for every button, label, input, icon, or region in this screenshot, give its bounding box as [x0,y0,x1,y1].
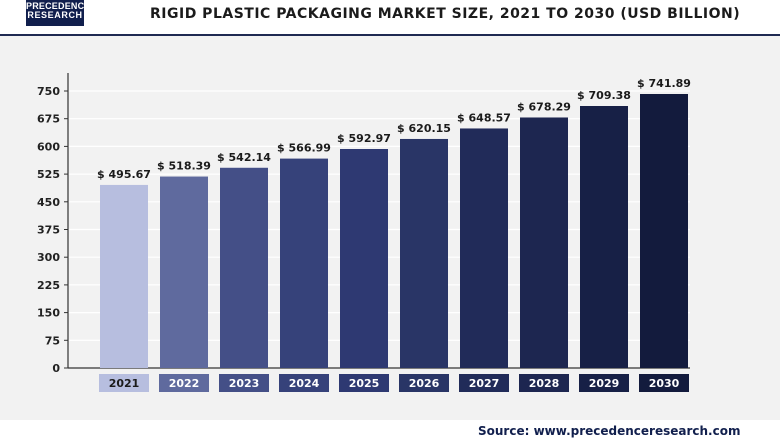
y-tick-label: 150 [37,307,60,320]
y-tick-label: 750 [37,85,60,98]
x-tick-label-2025: 2025 [349,377,380,390]
bar-2024 [280,158,328,368]
bar-2029 [580,106,628,368]
data-label-2025: $ 592.97 [337,132,391,145]
data-label-2024: $ 566.99 [277,142,331,155]
logo-line-2: RESEARCH [27,10,83,21]
x-tick-label-2027: 2027 [469,377,500,390]
x-label-box-2030 [639,374,689,392]
x-label-box-2023 [219,374,269,392]
chart-panel: 0 75 150 225 300 375 450 525 600 675 750 $ 495.67 20… [0,36,780,420]
data-label-2021: $ 495.67 [97,168,151,181]
bar-2027 [460,128,508,368]
bar-2028 [520,117,568,368]
x-tick-label-2022: 2022 [169,377,200,390]
brand-logo: PRECEDENCE RESEARCH [26,0,91,26]
x-tick-label-2021: 2021 [109,377,140,390]
bar-2021 [100,184,148,368]
y-tick-label: 450 [37,196,60,209]
bar-2030 [640,93,688,368]
logo-line-1: PRECEDENCE [26,1,91,11]
y-tick-label: 375 [37,224,60,237]
data-label-2028: $ 678.29 [517,100,571,113]
y-tick-label: 675 [37,113,60,126]
x-tick-label-2026: 2026 [409,377,440,390]
x-label-box-2027 [459,374,509,392]
data-label-2023: $ 542.14 [217,151,271,164]
data-label-2026: $ 620.15 [397,122,451,135]
data-label-2029: $ 709.38 [577,89,631,102]
chart-header: PRECEDENCE RESEARCH RIGID PLASTIC PACKAG… [0,0,780,36]
y-tick-label: 525 [37,168,60,181]
x-label-box-2022 [159,374,209,392]
y-tick-label: 75 [45,334,60,347]
chart-title: RIGID PLASTIC PACKAGING MARKET SIZE, 202… [150,6,741,22]
data-label-2027: $ 648.57 [457,111,511,124]
bar-2022 [160,176,208,368]
data-label-2022: $ 518.39 [157,160,211,173]
x-label-box-2025 [339,374,389,392]
y-tick-label: 600 [37,140,60,153]
x-label-box-2026 [399,374,449,392]
source-credit: Source: www.precedenceresearch.com [478,424,741,438]
x-tick-label-2029: 2029 [589,377,620,390]
x-label-box-2028 [519,374,569,392]
bar-2026 [400,138,448,368]
x-label-box-2029 [579,374,629,392]
x-label-box-2021 [99,374,149,392]
x-tick-label-2024: 2024 [289,377,320,390]
bar-2023 [220,167,268,368]
y-tick-label: 0 [52,362,60,375]
x-tick-label-2030: 2030 [649,377,680,390]
x-label-box-2024 [279,374,329,392]
data-label-2030: $ 741.89 [637,77,691,90]
bar-chart: 0 75 150 225 300 375 450 525 600 675 750 $ 495.67 20… [37,73,691,392]
y-tick-label: 225 [37,279,60,292]
bar-2025 [340,148,388,368]
x-tick-label-2023: 2023 [229,377,260,390]
x-tick-label-2028: 2028 [529,377,560,390]
y-tick-label: 300 [37,251,60,264]
